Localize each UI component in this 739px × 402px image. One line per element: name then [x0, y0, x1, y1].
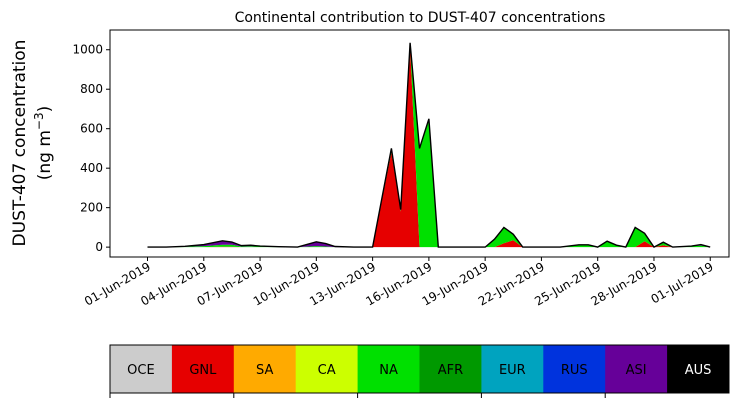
area-na: [147, 42, 711, 248]
y-axis-label-line1: DUST-407 concentration: [10, 40, 30, 247]
y-tick-label: 400: [80, 161, 103, 175]
y-tick-label: 200: [80, 201, 103, 215]
chart-title: Continental contribution to DUST-407 con…: [235, 10, 606, 26]
legend-swatch-oce: [110, 345, 173, 393]
plot-frame: [109, 29, 730, 258]
legend-frame: [109, 344, 730, 394]
legend-swatch-eur: [481, 345, 544, 393]
legend-label-na: NA: [379, 363, 398, 378]
legend-label-gnl: GNL: [189, 363, 217, 378]
legend-swatch-afr: [419, 345, 482, 393]
x-tick-label: 01-Jul-2019: [648, 259, 715, 306]
legend-swatch-rus: [543, 345, 606, 393]
legend-label-asi: ASI: [626, 363, 647, 378]
plot-area: [109, 29, 730, 258]
total-line: [147, 42, 711, 249]
legend-label-oce: OCE: [127, 363, 155, 378]
legend-label-afr: AFR: [438, 363, 463, 378]
y-tick-label: 600: [80, 122, 103, 136]
y-axis-label: DUST-407 concentration (ng m−3): [10, 40, 55, 247]
legend-swatch-na: [357, 345, 420, 393]
y-tick-label: 0: [95, 240, 103, 254]
y-tick-label: 1000: [72, 43, 103, 57]
y-axis: 0 200 400 600 800 1000: [72, 43, 110, 254]
legend-swatch-asi: [605, 345, 668, 393]
legend-swatch-ca: [295, 345, 359, 393]
legend: OCE GNL SA CA NA AFR EUR RUS ASI AUS: [109, 344, 730, 398]
legend-label-ca: CA: [318, 363, 336, 378]
legend-label-sa: SA: [256, 363, 273, 378]
legend-label-aus: AUS: [685, 363, 712, 378]
legend-swatch-gnl: [171, 345, 235, 393]
legend-swatch-aus: [667, 345, 730, 393]
y-tick-label: 800: [80, 82, 103, 96]
legend-label-eur: EUR: [499, 363, 526, 378]
legend-swatch-sa: [233, 345, 297, 393]
x-axis: 01-Jun-201904-Jun-201907-Jun-201910-Jun-…: [82, 257, 716, 309]
y-axis-label-line2: (ng m−3): [32, 106, 55, 181]
legend-label-rus: RUS: [561, 363, 588, 378]
